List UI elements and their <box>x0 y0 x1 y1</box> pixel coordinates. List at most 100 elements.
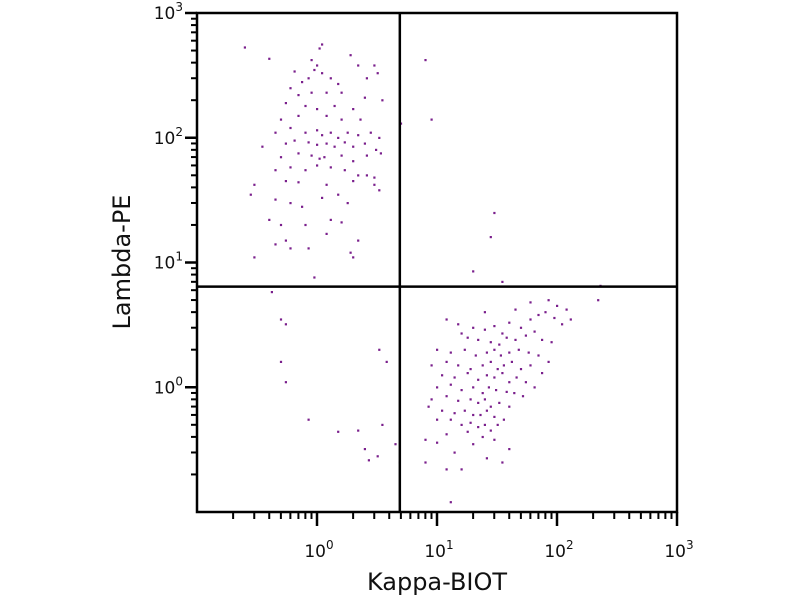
data-point <box>313 276 316 279</box>
data-point <box>502 418 505 421</box>
data-point <box>457 323 460 326</box>
data-point <box>479 413 482 417</box>
data-point <box>505 336 508 339</box>
data-point <box>466 430 469 433</box>
data-point <box>515 376 518 379</box>
data-point <box>274 243 277 246</box>
data-point <box>529 364 532 367</box>
data-point <box>343 169 346 172</box>
data-point <box>493 438 496 441</box>
data-point <box>514 338 517 341</box>
data-point <box>489 360 492 363</box>
data-point <box>365 154 368 157</box>
data-point <box>424 59 427 62</box>
data-point <box>307 247 310 250</box>
data-point <box>529 301 532 304</box>
data-point <box>340 91 343 94</box>
data-point <box>436 418 439 421</box>
data-point <box>427 405 430 408</box>
data-point <box>369 131 372 134</box>
data-point <box>289 247 292 250</box>
data-point <box>289 166 292 169</box>
data-point <box>373 64 376 67</box>
data-point <box>316 108 319 111</box>
data-point <box>493 348 496 351</box>
data-point <box>481 435 484 439</box>
data-point <box>489 236 492 239</box>
data-point <box>501 461 504 464</box>
data-point <box>329 218 332 221</box>
data-point <box>477 338 480 341</box>
data-point <box>472 443 475 446</box>
data-point <box>481 364 484 367</box>
data-point <box>307 77 310 80</box>
data-point <box>510 360 513 363</box>
plot-frame <box>195 11 679 514</box>
data-point <box>352 256 355 259</box>
data-point <box>445 360 448 363</box>
x-axis-title: Kappa-BIOT <box>367 568 507 596</box>
data-point <box>466 372 469 375</box>
data-point <box>499 354 502 357</box>
data-point <box>378 136 381 139</box>
data-point <box>378 189 381 192</box>
data-point <box>436 348 439 351</box>
data-point <box>293 139 296 142</box>
data-point <box>453 412 456 415</box>
data-point <box>533 330 536 333</box>
data-point <box>521 395 525 398</box>
data-point <box>293 70 296 73</box>
data-point <box>289 126 292 130</box>
data-point <box>460 423 463 426</box>
data-point <box>537 354 540 357</box>
data-point <box>321 72 324 75</box>
data-point <box>375 148 378 151</box>
data-point <box>469 368 472 371</box>
data-point <box>508 321 511 324</box>
data-point <box>481 392 484 395</box>
data-point <box>268 218 271 221</box>
data-point <box>379 152 382 155</box>
data-point <box>321 196 324 199</box>
data-point <box>307 141 310 144</box>
y-tick-label: 103 <box>154 0 183 24</box>
data-point <box>524 381 527 384</box>
data-point <box>547 299 550 302</box>
data-point <box>460 332 463 335</box>
data-point <box>279 156 283 159</box>
data-point <box>373 176 376 179</box>
data-point <box>463 348 466 351</box>
data-point <box>357 174 360 177</box>
data-point <box>537 313 540 317</box>
data-point <box>529 318 532 321</box>
data-point <box>544 311 547 314</box>
data-point <box>553 316 556 320</box>
data-point <box>541 372 544 375</box>
data-point <box>316 164 319 167</box>
data-point <box>284 180 287 183</box>
x-tick-label: 103 <box>664 538 693 562</box>
data-point <box>430 118 433 121</box>
data-point <box>378 348 381 351</box>
data-point <box>449 351 452 354</box>
data-point <box>489 405 492 408</box>
data-point <box>449 501 452 504</box>
data-point <box>274 198 277 201</box>
data-point <box>430 364 433 367</box>
data-point <box>352 145 355 148</box>
data-point <box>352 108 355 111</box>
data-point <box>445 395 448 398</box>
data-point <box>329 166 332 169</box>
data-point <box>485 457 488 460</box>
data-point <box>304 223 307 227</box>
data-point <box>519 368 523 371</box>
data-point <box>498 401 501 404</box>
data-point <box>357 239 360 242</box>
data-point <box>310 91 313 94</box>
data-point <box>357 64 360 67</box>
data-point <box>284 239 287 242</box>
data-point <box>346 202 349 205</box>
data-point <box>483 328 486 331</box>
data-point <box>297 152 300 155</box>
data-point <box>310 154 313 157</box>
